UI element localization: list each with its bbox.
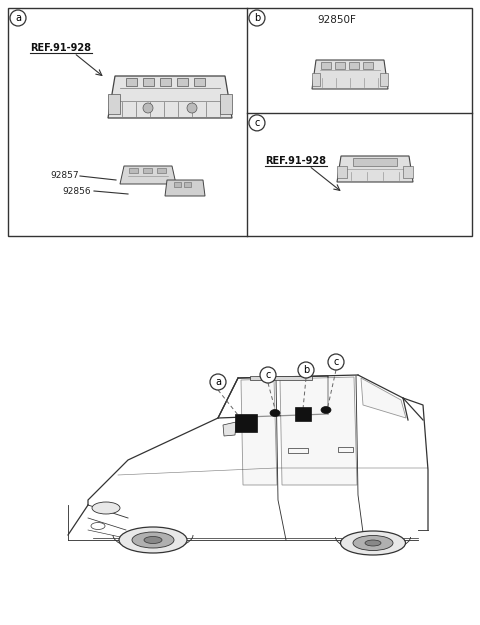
Bar <box>380 73 388 86</box>
Circle shape <box>187 103 197 113</box>
Polygon shape <box>280 377 357 485</box>
Bar <box>157 168 166 173</box>
Bar <box>143 168 152 173</box>
Text: 92857: 92857 <box>50 171 79 181</box>
Bar <box>312 73 320 86</box>
Text: c: c <box>265 370 271 380</box>
Bar <box>235 414 257 432</box>
Bar <box>335 62 345 69</box>
Bar <box>288 448 308 453</box>
Text: a: a <box>215 377 221 387</box>
Bar <box>349 62 359 69</box>
Bar <box>295 407 311 421</box>
Text: REF.91-928: REF.91-928 <box>265 156 326 166</box>
Circle shape <box>260 367 276 383</box>
Circle shape <box>328 354 344 370</box>
Ellipse shape <box>340 531 406 555</box>
Polygon shape <box>108 76 232 118</box>
Polygon shape <box>223 422 236 436</box>
Text: 92856: 92856 <box>62 186 91 196</box>
Polygon shape <box>361 378 406 418</box>
Bar <box>353 158 397 166</box>
Bar <box>220 94 232 114</box>
Text: b: b <box>303 365 309 375</box>
Bar <box>129 168 138 173</box>
Text: a: a <box>15 13 21 23</box>
Circle shape <box>249 10 265 26</box>
Ellipse shape <box>365 540 381 546</box>
Text: b: b <box>254 13 260 23</box>
Circle shape <box>249 115 265 131</box>
Circle shape <box>298 362 314 378</box>
Bar <box>194 78 205 86</box>
Bar <box>177 78 188 86</box>
Ellipse shape <box>132 532 174 548</box>
Ellipse shape <box>144 536 162 544</box>
Polygon shape <box>312 60 388 89</box>
Polygon shape <box>241 379 277 485</box>
Circle shape <box>143 103 153 113</box>
Ellipse shape <box>119 527 187 553</box>
Bar <box>337 166 347 178</box>
Bar <box>338 447 353 452</box>
Bar <box>174 182 181 187</box>
Circle shape <box>210 374 226 390</box>
Bar <box>403 166 413 178</box>
Polygon shape <box>165 180 205 196</box>
Bar <box>108 94 120 114</box>
Bar <box>8 8 472 236</box>
Polygon shape <box>337 156 413 182</box>
Ellipse shape <box>92 502 120 514</box>
Ellipse shape <box>270 409 280 416</box>
Bar <box>143 78 154 86</box>
Text: 92850F: 92850F <box>318 15 356 25</box>
Bar <box>250 376 312 380</box>
Bar <box>160 78 171 86</box>
Text: REF.91-928: REF.91-928 <box>30 43 91 53</box>
Polygon shape <box>120 166 176 184</box>
Bar <box>184 182 191 187</box>
Bar <box>321 62 331 69</box>
Circle shape <box>10 10 26 26</box>
Ellipse shape <box>353 536 393 551</box>
Bar <box>363 62 373 69</box>
Text: c: c <box>333 357 339 367</box>
Ellipse shape <box>321 406 331 414</box>
Bar <box>126 78 137 86</box>
Text: c: c <box>254 118 260 128</box>
